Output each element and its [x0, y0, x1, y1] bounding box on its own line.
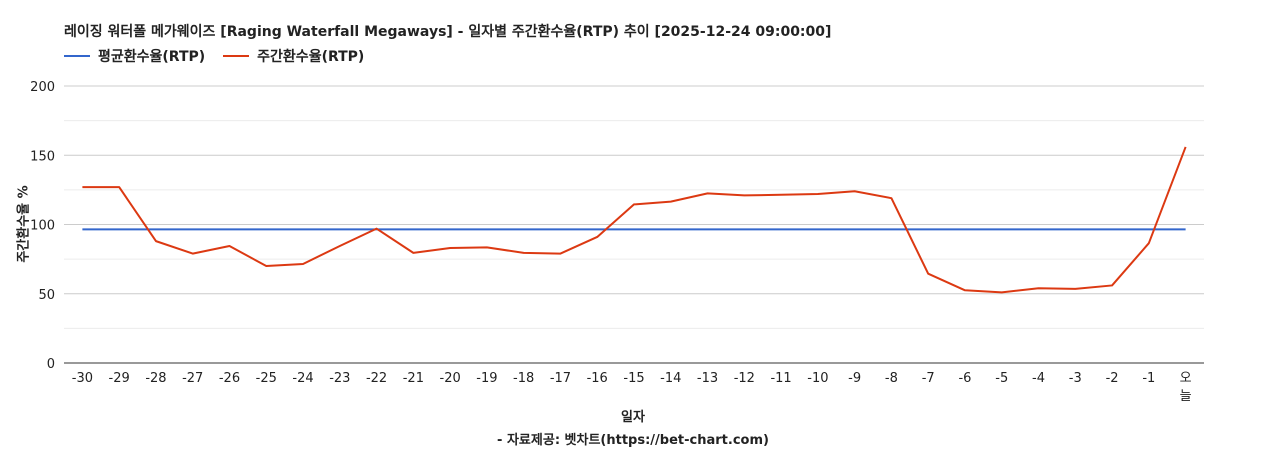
x-tick-label: -15: [623, 371, 644, 386]
x-tick-label: -19: [476, 371, 497, 386]
legend-swatch-weekly: [223, 55, 250, 57]
x-tick-label: -3: [1069, 371, 1082, 386]
x-tick-label: -21: [403, 371, 424, 386]
x-tick-label: -2: [1106, 371, 1119, 386]
legend-swatch-average: [64, 55, 90, 57]
x-tick-label: -13: [697, 371, 718, 386]
legend-item-weekly[interactable]: 주간환수율(RTP): [223, 46, 364, 66]
x-axis-label: 일자: [621, 410, 645, 425]
x-tick-label: -10: [807, 371, 828, 386]
x-tick-label: -14: [660, 371, 681, 386]
x-tick-label: -6: [958, 371, 971, 386]
legend-item-average[interactable]: 평균환수율(RTP): [64, 46, 205, 66]
y-tick-label: 50: [38, 288, 55, 303]
x-tick-label: -29: [109, 371, 130, 386]
x-tick-label: -1: [1142, 371, 1155, 386]
x-tick-label: -23: [329, 371, 350, 386]
x-tick-label: -18: [513, 371, 534, 386]
x-tick-label: -11: [770, 371, 791, 386]
x-tick-label: -16: [587, 371, 608, 386]
x-tick-label: -30: [72, 371, 93, 386]
y-tick-label: 100: [30, 219, 55, 234]
x-tick-label: -8: [885, 371, 898, 386]
x-tick-label: -12: [734, 371, 755, 386]
x-tick-label: -24: [292, 371, 313, 386]
x-tick-label: -5: [995, 371, 1008, 386]
source-credit: - 자료제공: 벳차트(https://bet-chart.com): [497, 433, 769, 448]
x-tick-label: -26: [219, 371, 240, 386]
legend: 평균환수율(RTP) 주간환수율(RTP): [64, 46, 382, 66]
y-tick-label: 150: [30, 149, 55, 164]
legend-label-average: 평균환수율(RTP): [98, 49, 206, 65]
x-tick-label: -9: [848, 371, 861, 386]
x-tick-label: -25: [256, 371, 277, 386]
x-tick-label: -7: [922, 371, 935, 386]
x-tick-label: -27: [182, 371, 203, 386]
x-tick-label: -20: [440, 371, 461, 386]
x-tick-label: -4: [1032, 371, 1045, 386]
x-tick-label: -22: [366, 371, 387, 386]
y-tick-label: 0: [47, 357, 55, 372]
series-line-weekly: [82, 146, 1187, 294]
x-tick-label: -17: [550, 371, 571, 386]
y-axis-label: 주간환수율 %: [16, 185, 32, 263]
legend-label-weekly: 주간환수율(RTP): [257, 49, 365, 65]
y-tick-label: 200: [30, 80, 55, 95]
x-tick-label: -28: [145, 371, 166, 386]
chart-title: 레이징 워터폴 메가웨이즈 [Raging Waterfall Megaways…: [64, 24, 832, 40]
